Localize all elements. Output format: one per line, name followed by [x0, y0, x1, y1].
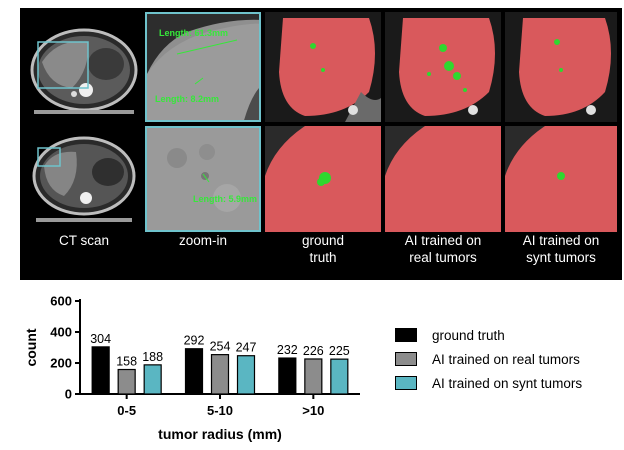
ai-synt-view-2 [505, 126, 617, 232]
bar [210, 354, 230, 395]
caption-ai-real: AI trained on real tumors [404, 233, 482, 265]
chart-legend: ground truth AI trained on real tumors A… [395, 323, 582, 395]
ai-synt-view-1 [505, 12, 617, 122]
bar-value-label: 254 [210, 340, 231, 354]
caption-ground-truth: ground truth [301, 233, 345, 265]
ai-real-view-2 [385, 126, 501, 232]
bar [304, 358, 323, 395]
y-axis-label: count [23, 328, 39, 366]
bar-value-label: 226 [303, 344, 324, 358]
bar-value-label: 247 [236, 341, 257, 355]
x-axis-label: tumor radius (mm) [158, 426, 282, 442]
ground-truth-view-1 [265, 12, 381, 122]
measurement-label-2: Length: 8.2mm [155, 94, 220, 104]
x-tick-label: >10 [302, 403, 324, 418]
legend-label-ground-truth: ground truth [432, 327, 505, 343]
bar [117, 368, 136, 395]
legend-item-ai-real: AI trained on real tumors [395, 347, 582, 371]
bar [278, 357, 297, 395]
measurement-label-1: Length: 61.3mm [159, 28, 229, 38]
bar [143, 364, 162, 395]
legend-label-ai-synt: AI trained on synt tumors [432, 375, 583, 391]
bar-chart: 0 200 400 600 count 304 158 188 0-5 292 254 247 5-10… [23, 294, 360, 442]
bar [236, 355, 256, 395]
bar-value-label: 188 [142, 350, 163, 364]
y-tick-label: 200 [50, 356, 72, 371]
x-tick-label: 0-5 [117, 403, 136, 418]
y-tick-label: 0 [65, 387, 72, 402]
caption-ct-scan: CT scan [58, 233, 110, 248]
image-panel: Length: 61.3mm Length: 8.2mm [20, 8, 622, 280]
y-tick-label: 600 [50, 294, 72, 309]
x-tick-label: 5-10 [207, 403, 233, 418]
legend-swatch-ai-real [395, 352, 417, 366]
caption-ai-synt: AI trained on synt tumors [522, 233, 600, 265]
caption-zoom-in: zoom-in [178, 233, 227, 248]
bar [184, 348, 204, 395]
ct-scan-slice-2 [28, 126, 140, 232]
measurement-label-3: Length: 5.9mm [193, 194, 258, 204]
legend-label-ai-real: AI trained on real tumors [432, 351, 580, 367]
bar-value-label: 292 [184, 334, 205, 348]
y-tick-label: 400 [50, 325, 72, 340]
legend-swatch-ai-synt [395, 376, 417, 390]
legend-item-ground-truth: ground truth [395, 323, 582, 347]
bar-value-label: 225 [329, 344, 350, 358]
ct-scan-slice-1 [28, 12, 140, 122]
zoom-in-view-2: Length: 5.9mm [145, 126, 261, 232]
bar-value-label: 232 [277, 343, 298, 357]
legend-swatch-ground-truth [395, 328, 417, 342]
bar-value-label: 158 [116, 355, 137, 369]
legend-item-ai-synt: AI trained on synt tumors [395, 371, 582, 395]
ai-real-view-1 [385, 12, 501, 122]
zoom-in-view-1: Length: 61.3mm Length: 8.2mm [145, 12, 261, 122]
ground-truth-view-2 [265, 126, 381, 232]
bar [91, 346, 110, 395]
bar [330, 358, 349, 395]
bar-value-label: 304 [90, 332, 111, 346]
